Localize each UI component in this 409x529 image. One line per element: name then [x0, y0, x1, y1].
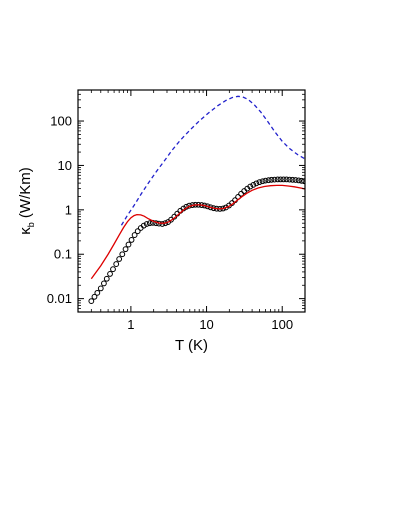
data-point: [140, 222, 147, 229]
data-point: [283, 176, 290, 183]
data-point: [103, 275, 110, 282]
y-tick-label: 0.01: [47, 291, 72, 306]
data-point: [97, 285, 104, 292]
data-point: [91, 293, 98, 300]
data-point: [116, 256, 123, 262]
data-point: [110, 266, 116, 273]
data-point: [146, 220, 153, 227]
data-point: [259, 178, 266, 185]
data-point: [101, 280, 107, 287]
axes: 1 10 100 0.01 0.1 1 10 100: [47, 90, 305, 332]
series-group: [88, 95, 305, 305]
plot-area: [77, 89, 306, 313]
dashed-line-series: [120, 95, 305, 226]
y-tick-label: 0.1: [54, 247, 72, 262]
x-tick-label: 1: [127, 317, 134, 332]
data-point: [298, 177, 305, 184]
data-point: [122, 246, 129, 253]
data-point: [119, 251, 126, 258]
data-point: [295, 177, 302, 184]
data-point: [159, 221, 166, 227]
y-axis-subscript: b: [26, 222, 36, 227]
data-point: [168, 216, 175, 223]
y-tick-label: 100: [50, 114, 72, 129]
plot-frame: [77, 89, 306, 313]
y-tick-label: 1: [65, 202, 72, 217]
data-point: [88, 298, 95, 305]
data-point: [271, 176, 278, 183]
data-point: [247, 183, 254, 190]
y-axis-unit: (W/Km): [17, 167, 34, 222]
data-point: [277, 176, 284, 183]
data-point: [113, 261, 120, 267]
x-tick-label: 100: [271, 317, 293, 332]
x-tick-label: 10: [199, 317, 213, 332]
y-tick-label: 10: [58, 158, 72, 173]
data-point: [125, 241, 132, 248]
data-point: [250, 181, 257, 188]
data-point: [143, 221, 150, 227]
y-axis-title: κb (W/Km): [17, 167, 36, 235]
data-point: [292, 177, 299, 183]
x-axis-title: T (K): [175, 337, 208, 354]
data-point: [94, 289, 101, 296]
data-point: [289, 176, 296, 183]
y-axis-symbol: κ: [17, 227, 34, 235]
data-point: [265, 177, 272, 184]
data-point: [128, 237, 135, 243]
data-point: [280, 176, 287, 183]
data-point: [107, 271, 113, 277]
data-point: [274, 176, 281, 183]
solid-line-series: [90, 184, 305, 280]
data-point: [262, 177, 269, 184]
data-point: [286, 176, 293, 183]
data-point: [134, 228, 141, 235]
data-point: [253, 180, 260, 187]
data-point: [131, 232, 138, 238]
data-point: [268, 176, 275, 183]
data-point: [256, 179, 263, 186]
